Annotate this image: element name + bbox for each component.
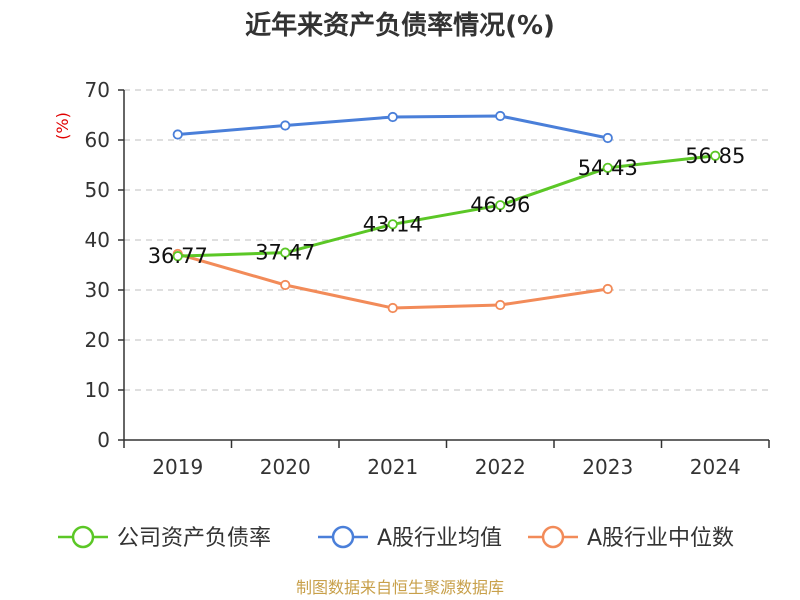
data-label: 56.85	[685, 144, 745, 168]
data-labels: 36.77 37.47 43.14 46.96 54.43 56.85	[148, 144, 746, 268]
data-label: 37.47	[255, 241, 315, 265]
data-point	[602, 132, 613, 144]
legend[interactable]: 公司资产负债率 A股行业均值 A股行业中位数	[58, 525, 734, 551]
legend-item[interactable]: A股行业均值	[318, 525, 502, 551]
legend-label: 公司资产负债率	[117, 526, 271, 551]
legend-marker	[331, 525, 355, 549]
data-label: 36.77	[148, 244, 208, 268]
data-label: 43.14	[363, 212, 423, 236]
data-point	[387, 219, 398, 230]
data-point	[495, 110, 506, 122]
legend-label: A股行业均值	[377, 526, 502, 551]
y-tick-label: 70	[85, 78, 110, 102]
data-point	[280, 247, 291, 258]
legend-label: A股行业中位数	[587, 526, 734, 551]
data-point	[495, 299, 506, 311]
data-point	[602, 162, 613, 173]
series-line	[177, 154, 716, 258]
x-tick-label: 2020	[260, 455, 311, 479]
data-point	[387, 111, 398, 123]
data-point	[495, 200, 506, 211]
y-tick-label: 40	[85, 228, 110, 252]
data-label: 54.43	[578, 156, 638, 180]
legend-item[interactable]: 公司资产负债率	[58, 525, 271, 551]
legend-item[interactable]: A股行业中位数	[528, 525, 734, 551]
x-tick-label: 2021	[367, 455, 418, 479]
data-point	[172, 251, 183, 262]
y-tick-label: 50	[85, 178, 110, 202]
y-axis-label: (%)	[53, 112, 72, 140]
y-tick-label: 0	[97, 428, 110, 452]
y-tick-label: 10	[85, 378, 110, 402]
data-point	[387, 302, 398, 314]
data-point	[280, 279, 291, 291]
data-label: 46.96	[470, 193, 530, 217]
legend-marker	[71, 525, 95, 549]
axes: 0 10 20 30 40 50 60 70 2019 2020 2021 2022 2023 2024	[85, 78, 770, 479]
series-line	[177, 252, 608, 310]
data-point	[172, 129, 183, 140]
x-tick-label: 2024	[690, 455, 741, 479]
x-tick-label: 2023	[582, 455, 633, 479]
y-tick-label: 20	[85, 328, 110, 352]
series-group	[172, 110, 721, 314]
x-tick-label: 2022	[475, 455, 526, 479]
chart-title: 近年来资产负债率情况(%)	[245, 10, 555, 41]
y-tick-label: 30	[85, 278, 110, 302]
gridlines	[124, 89, 769, 391]
x-tick-label: 2019	[152, 455, 203, 479]
data-point	[602, 283, 613, 295]
legend-marker	[541, 525, 565, 549]
data-point	[710, 150, 721, 161]
data-point	[280, 120, 291, 131]
source-note: 制图数据来自恒生聚源数据库	[296, 578, 504, 597]
y-tick-label: 60	[85, 128, 110, 152]
